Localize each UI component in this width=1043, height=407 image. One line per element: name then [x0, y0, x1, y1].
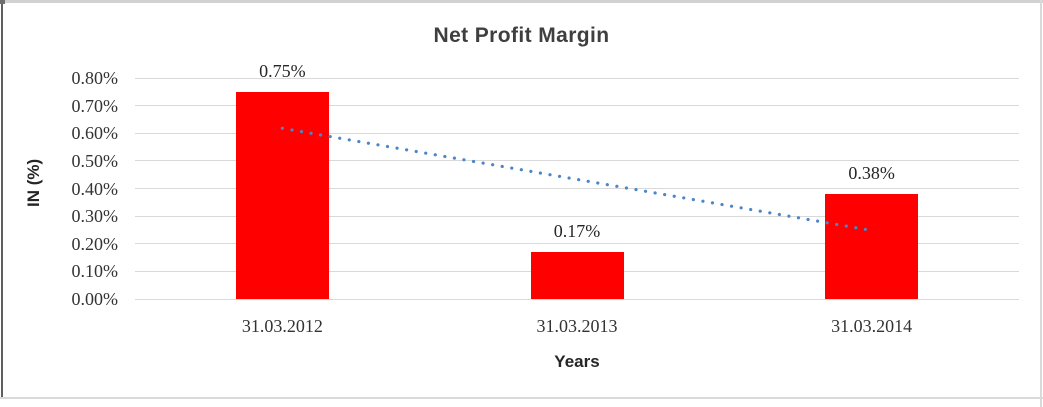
bar-value-label: 0.17%: [553, 221, 601, 242]
y-axis-tick-label: 0.40%: [71, 178, 119, 199]
y-axis-tick-label: 0.50%: [71, 150, 119, 171]
y-axis-tick-label: 0.80%: [71, 68, 119, 88]
gridline: [135, 105, 1019, 107]
bar: [530, 252, 624, 299]
gridline: [135, 77, 1019, 79]
bottom-border: [0, 397, 1043, 399]
x-axis-tick-label: 31.03.2014: [831, 316, 913, 336]
chart-title: Net Profit Margin: [433, 24, 610, 47]
x-axis-tick-label: 31.03.2012: [241, 316, 323, 336]
bar-value-label: 0.75%: [259, 60, 306, 81]
left-border: [1, 4, 3, 397]
top-border: [0, 0, 1043, 3]
bar: [235, 91, 329, 299]
y-axis-tick-label: 0.60%: [71, 123, 119, 144]
top-left-corner-border: [0, 0, 5, 4]
y-axis-tick-label: 0.00%: [71, 289, 119, 309]
y-axis-tick-label: 0.30%: [71, 206, 119, 227]
x-axis-title: Years: [554, 352, 600, 371]
bar-value-label: 0.38%: [848, 163, 895, 184]
right-border: [1040, 0, 1042, 407]
gridline: [135, 298, 1019, 300]
y-axis-tick-label: 0.20%: [71, 233, 119, 254]
gridline: [135, 243, 1019, 245]
bar: [825, 194, 919, 299]
y-axis-tick-label: 0.70%: [71, 95, 119, 116]
y-axis-tick-label: 0.10%: [71, 261, 119, 282]
x-axis-tick-label: 31.03.2013: [536, 316, 618, 336]
